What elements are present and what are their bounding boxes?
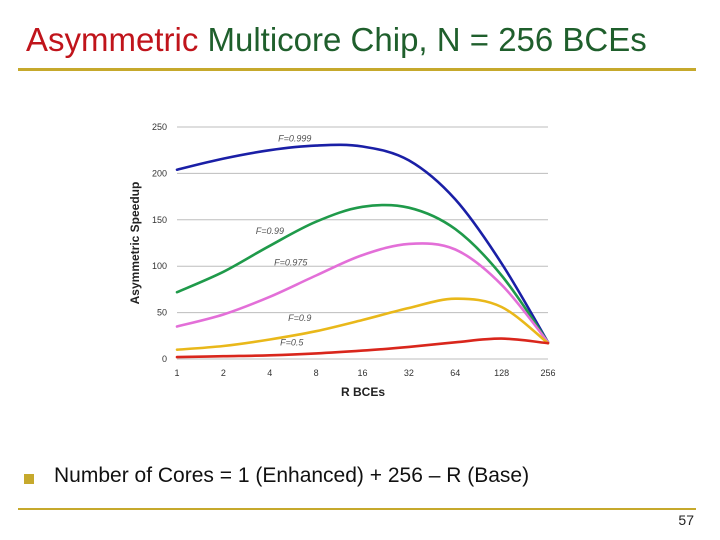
series-line-f-0-975	[175, 242, 550, 344]
y-tick-200: 200	[152, 168, 167, 178]
slide-title: Asymmetric Multicore Chip, N = 256 BCEs	[26, 18, 686, 62]
x-tick-64: 64	[450, 368, 460, 378]
x-tick-256: 256	[540, 368, 555, 378]
title-accent-word: Asymmetric	[26, 21, 199, 58]
y-tick-labels: 0 50 100 150 200 250	[152, 122, 167, 364]
x-tick-labels: 1 2 4 8 16 32 64 128 256	[174, 368, 555, 378]
x-axis-title: R BCEs	[341, 385, 385, 399]
bullet-text: Number of Cores = 1 (Enhanced) + 256 – R…	[54, 464, 530, 487]
title-rest: Multicore Chip, N = 256 BCEs	[198, 21, 647, 58]
x-tick-4: 4	[267, 368, 272, 378]
speedup-chart: 0 50 100 150 200 250 1 2 4 8 16 32 64 128 256 F=0.999…	[128, 122, 556, 399]
x-tick-8: 8	[314, 368, 319, 378]
x-tick-2: 2	[221, 368, 226, 378]
bullet-square-icon	[24, 474, 34, 484]
x-tick-32: 32	[404, 368, 414, 378]
x-tick-1: 1	[174, 368, 179, 378]
series-line-f-0-5	[175, 337, 550, 359]
y-tick-100: 100	[152, 261, 167, 271]
y-axis-title: Asymmetric Speedup	[128, 182, 142, 305]
series-label-f-0-999: F=0.999	[278, 134, 311, 144]
x-tick-16: 16	[357, 368, 367, 378]
series-lines	[175, 143, 550, 359]
chart-gridlines	[177, 126, 548, 360]
y-tick-0: 0	[162, 354, 167, 364]
series-label-f-0-975: F=0.975	[274, 257, 308, 267]
series-line-f-0-9	[175, 297, 550, 351]
y-tick-250: 250	[152, 122, 167, 132]
series-label-f-0-5: F=0.5	[280, 337, 304, 347]
x-tick-128: 128	[494, 368, 509, 378]
series-label-f-0-9: F=0.9	[288, 313, 311, 323]
y-tick-50: 50	[157, 308, 167, 318]
footer-divider	[18, 508, 696, 510]
series-label-f-0-99: F=0.99	[256, 226, 284, 236]
title-divider	[18, 68, 696, 71]
series-line-f-0-99	[175, 203, 550, 344]
page-number: 57	[678, 512, 694, 528]
series-line-f-0-999	[175, 143, 550, 344]
y-tick-150: 150	[152, 215, 167, 225]
series-labels: F=0.999 F=0.99 F=0.975 F=0.9 F=0.5	[256, 134, 312, 348]
